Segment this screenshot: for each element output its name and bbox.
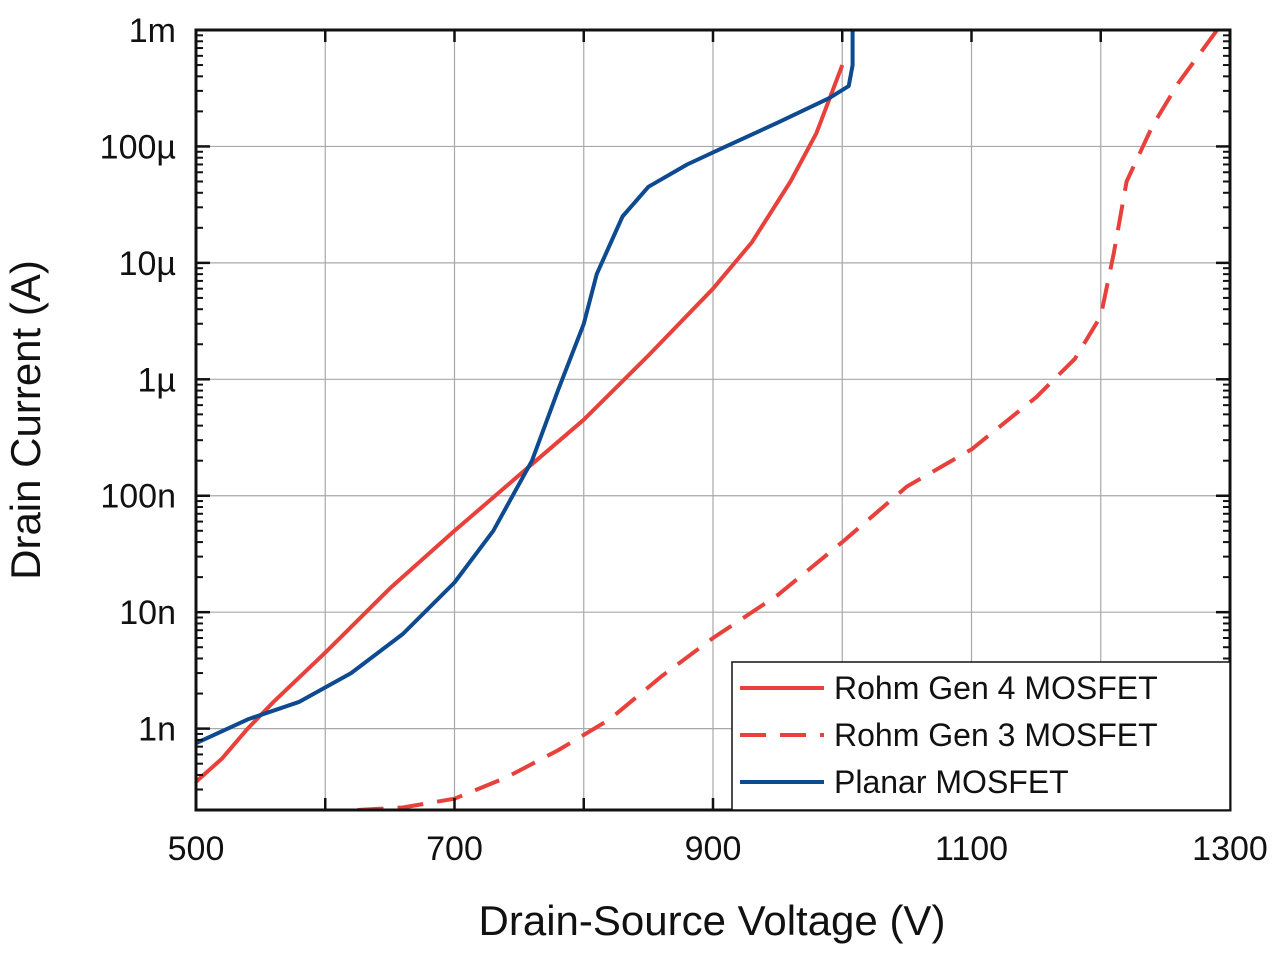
y-tick-label: 10n	[119, 594, 176, 632]
x-tick-label: 900	[685, 830, 742, 868]
y-tick-label: 1m	[129, 12, 176, 50]
y-tick-label: 10µ	[119, 245, 176, 283]
legend-label-1: Rohm Gen 4 MOSFET	[834, 670, 1158, 706]
series-layer	[196, 30, 1219, 810]
legend-label-2: Rohm Gen 3 MOSFET	[834, 717, 1158, 753]
series-line-2	[357, 30, 1219, 810]
series-line-1	[196, 64, 845, 784]
legend: Rohm Gen 4 MOSFET Rohm Gen 3 MOSFET Planar…	[731, 661, 1231, 811]
y-tick-label: 1n	[138, 711, 176, 749]
legend-label-3: Planar MOSFET	[834, 764, 1069, 800]
y-tick-label: 100µ	[100, 128, 176, 166]
x-tick-label: 1300	[1192, 830, 1268, 868]
series-line-3	[196, 30, 855, 746]
x-tick-label: 700	[426, 830, 483, 868]
x-tick-label: 1100	[935, 830, 1008, 868]
y-axis-title: Drain Current (A)	[2, 260, 49, 580]
x-axis-title: Drain-Source Voltage (V)	[479, 897, 946, 944]
y-tick-label: 1µ	[138, 361, 177, 399]
y-tick-label: 100n	[100, 478, 176, 516]
x-tick-label: 500	[168, 830, 225, 868]
axis-ticks: 500 700 900 1100 1300 1n 10n 100n 1µ 10µ 100µ 1m	[100, 12, 1268, 868]
